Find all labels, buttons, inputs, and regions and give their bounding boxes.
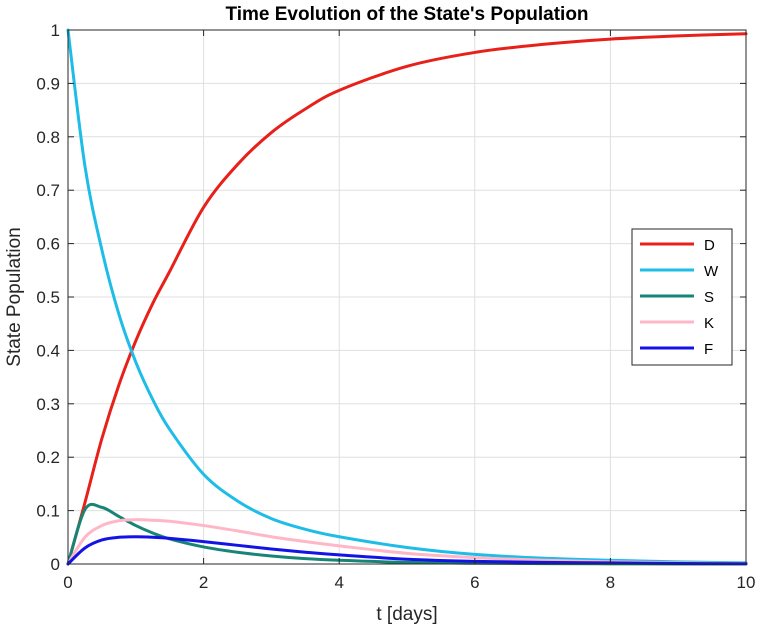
legend-label-w: W: [704, 263, 719, 280]
y-tick-label: 1: [51, 21, 60, 40]
y-tick-label: 0.4: [36, 341, 60, 360]
axis-ticks: 0 2 4 6 8 10 0 0.1 0.2 0.3 0.4 0.5 0.6 0.7 0.8 0.9 1: [36, 21, 755, 592]
x-tick-label: 8: [606, 573, 615, 592]
series-line-k: [66, 518, 748, 566]
x-tick-label: 2: [199, 573, 208, 592]
series-line-d: [66, 32, 748, 566]
y-tick-label: 0.8: [36, 128, 60, 147]
y-tick-label: 0.3: [36, 395, 60, 414]
legend-label-d: D: [704, 237, 715, 254]
y-axis-label: State Population: [4, 227, 25, 366]
x-axis-label: t [days]: [376, 604, 437, 625]
series-lines: [66, 28, 748, 566]
series-line-s: [66, 502, 748, 566]
legend-label-s: S: [704, 289, 714, 306]
y-tick-label: 0.9: [36, 74, 60, 93]
y-tick-label: 0.5: [36, 288, 60, 307]
y-tick-label: 0: [51, 555, 60, 574]
legend-label-k: K: [704, 315, 714, 332]
x-tick-label: 4: [334, 573, 343, 592]
x-tick-label: 6: [470, 573, 479, 592]
series-line-w: [66, 28, 748, 565]
legend-label-f: F: [704, 341, 713, 358]
y-tick-label: 0.6: [36, 235, 60, 254]
y-tick-label: 0.1: [36, 502, 60, 521]
x-tick-label: 0: [63, 573, 72, 592]
x-tick-label: 10: [737, 573, 756, 592]
chart-title: Time Evolution of the State's Population: [225, 4, 588, 25]
y-tick-label: 0.7: [36, 181, 60, 200]
series-line-f: [66, 535, 748, 566]
y-tick-label: 0.2: [36, 448, 60, 467]
